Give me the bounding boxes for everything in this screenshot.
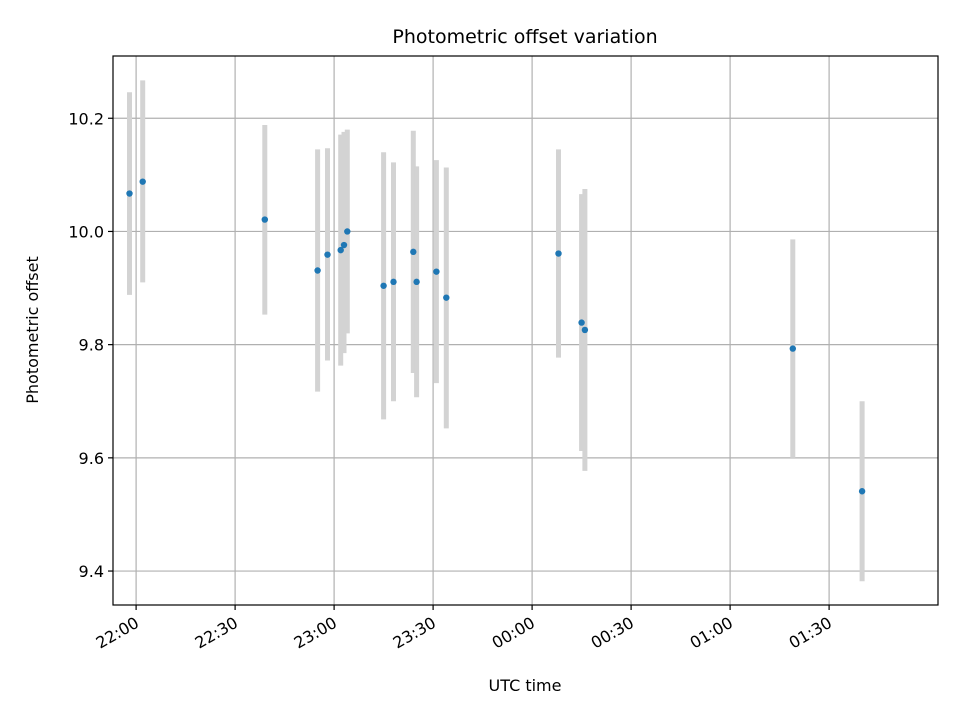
- y-tick-label: 9.8: [79, 336, 104, 355]
- data-point: [410, 248, 417, 256]
- data-point: [555, 250, 562, 257]
- chart-title: Photometric offset variation: [392, 26, 657, 48]
- y-axis-ticks: 9.4 9.6 9.8 10.0 10.2: [68, 109, 113, 581]
- data-points: [126, 178, 866, 495]
- data-point: [433, 268, 440, 275]
- data-point: [261, 216, 268, 223]
- data-point: [789, 345, 796, 352]
- data-point: [578, 319, 585, 326]
- y-tick-label: 9.6: [79, 449, 104, 468]
- data-point: [581, 326, 589, 334]
- data-point: [443, 294, 450, 301]
- plot-frame: [112, 55, 939, 606]
- y-tick-label: 9.4: [79, 562, 104, 581]
- data-point: [314, 267, 321, 274]
- data-point: [380, 282, 387, 289]
- data-point: [126, 190, 133, 197]
- data-point: [324, 251, 331, 258]
- data-point: [413, 278, 420, 286]
- grid-lines: [113, 56, 938, 605]
- data-point: [340, 241, 348, 249]
- data-point: [858, 488, 866, 495]
- y-tick-label: 10.2: [68, 109, 104, 128]
- y-axis-label: Photometric offset: [23, 256, 42, 404]
- data-point: [390, 278, 397, 286]
- data-point: [139, 178, 146, 185]
- y-tick-label: 10.0: [68, 222, 104, 241]
- data-point: [344, 228, 351, 235]
- x-axis-label: UTC time: [489, 676, 562, 695]
- data-point: [337, 246, 344, 254]
